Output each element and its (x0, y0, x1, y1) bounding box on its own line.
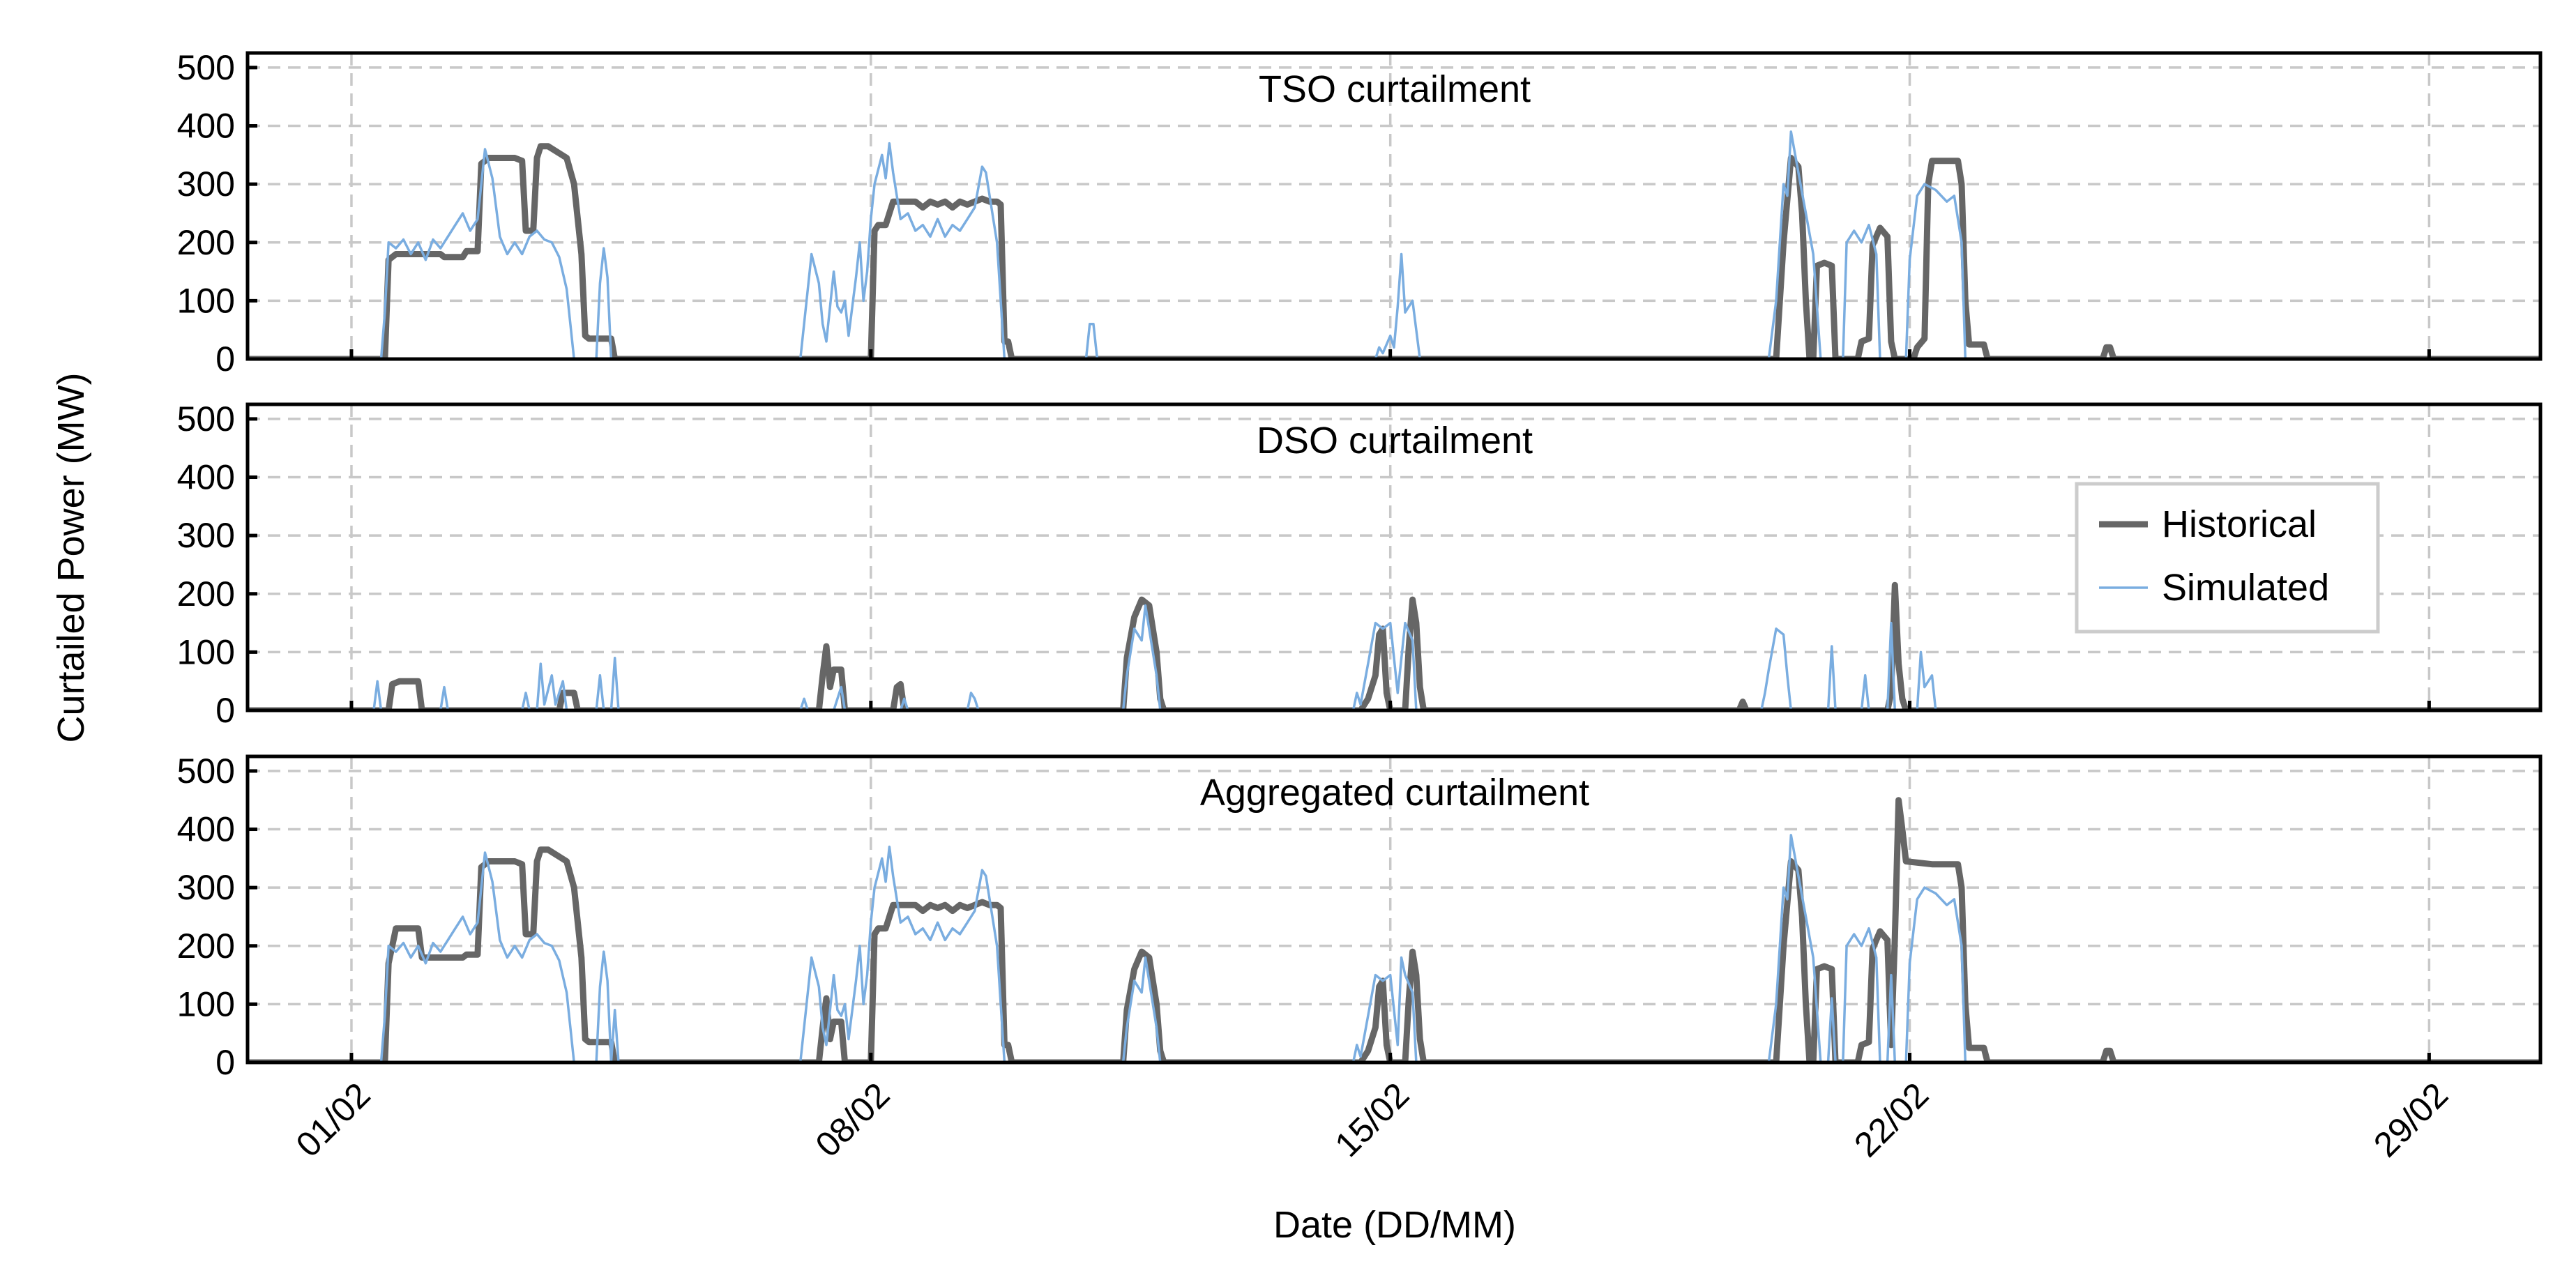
y-tick-label: 200 (177, 927, 235, 966)
y-tick-label: 200 (177, 574, 235, 613)
y-tick-label: 200 (177, 223, 235, 262)
y-tick-label: 400 (177, 107, 235, 146)
plot-frame (245, 51, 2543, 361)
plot-frame (245, 402, 2543, 712)
panel-1: 0 100 200 300 400 500 TSO curtailment (177, 48, 2543, 379)
series-historical-line (248, 143, 2540, 359)
x-tick-label: 15/02 (1327, 1075, 1416, 1164)
panel-title: Aggregated curtailment (1200, 772, 1589, 814)
legend-label: Simulated (2162, 567, 2329, 609)
y-tick-label: 0 (215, 1043, 235, 1082)
y-tick-label: 500 (177, 48, 235, 87)
y-tick-label: 0 (215, 691, 235, 730)
series-simulated-line (248, 604, 2540, 710)
y-axis-label: Curtailed Power (MW) (50, 372, 92, 742)
y-tick-label: 400 (177, 458, 235, 497)
panel-title: DSO curtailment (1257, 420, 1533, 462)
y-tick-label: 100 (177, 984, 235, 1023)
series-simulated-line (248, 130, 2540, 359)
y-tick-label: 300 (177, 165, 235, 204)
plot-frame (245, 754, 2543, 1065)
y-tick-label: 300 (177, 868, 235, 907)
x-axis-label: Date (DD/MM) (1273, 1204, 1516, 1246)
legend-box (2075, 482, 2380, 634)
y-tick-label: 500 (177, 399, 235, 439)
legend-label: Historical (2162, 503, 2317, 545)
panel-2: 0 100 200 300 400 500 DSO curtailment (177, 399, 2543, 730)
y-tick-label: 100 (177, 632, 235, 671)
series-historical-line (248, 797, 2540, 1062)
panel-3: 0 100 200 300 400 500 Aggregated curtailment (177, 752, 2543, 1082)
x-tick-label: 29/02 (2366, 1075, 2455, 1164)
y-tick-label: 0 (215, 340, 235, 379)
x-tick-label: 22/02 (1847, 1075, 1936, 1164)
series-historical-line (248, 581, 2540, 710)
y-tick-label: 100 (177, 281, 235, 320)
legend: Historical Simulated (2075, 482, 2380, 634)
x-tick-label: 01/02 (289, 1075, 378, 1164)
panel-title: TSO curtailment (1259, 68, 1531, 110)
y-tick-label: 500 (177, 752, 235, 791)
x-tick-label: 08/02 (808, 1075, 897, 1164)
y-tick-label: 300 (177, 516, 235, 555)
series-simulated-line (248, 834, 2540, 1062)
y-tick-label: 400 (177, 810, 235, 849)
